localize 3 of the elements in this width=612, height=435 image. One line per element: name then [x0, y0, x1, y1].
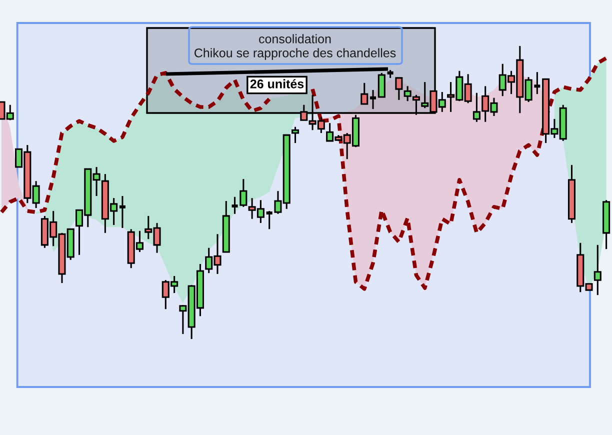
annotation: Chikou se rapproche des chandelles [194, 48, 396, 60]
text: consolidation [259, 34, 331, 44]
annotation: 26 unités [250, 79, 304, 88]
